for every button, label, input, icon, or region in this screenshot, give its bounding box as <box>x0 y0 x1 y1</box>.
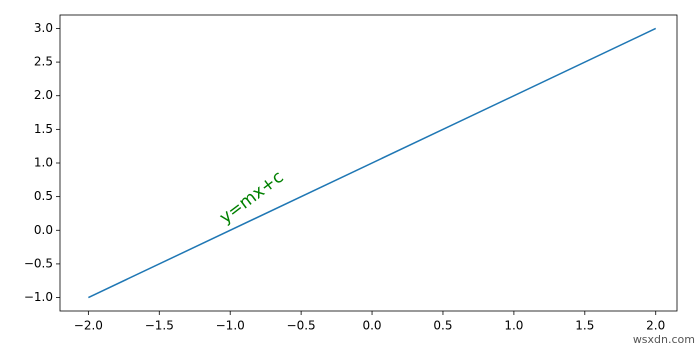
annotation: y=mx+c <box>216 167 288 228</box>
y-tick-label: 0.0 <box>34 223 53 237</box>
watermark: wsxdn.com <box>633 333 695 346</box>
x-tick-label: −2.0 <box>74 319 103 333</box>
y-tick-label: 2.5 <box>34 55 53 69</box>
x-tick-label: 0.0 <box>362 319 381 333</box>
x-tick-label: −0.5 <box>287 319 316 333</box>
y-tick-label: 1.5 <box>34 122 53 136</box>
y-tick-label: 2.0 <box>34 88 53 102</box>
y-tick-label: −1.0 <box>24 290 53 304</box>
y-tick-label: −0.5 <box>24 256 53 270</box>
y-tick-label: 3.0 <box>34 21 53 35</box>
data-line <box>88 27 657 299</box>
y-tick-label: 1.0 <box>34 156 53 170</box>
x-tick-label: 1.5 <box>575 319 594 333</box>
x-tick-label: 1.0 <box>504 319 523 333</box>
x-tick-label: 0.5 <box>433 319 452 333</box>
x-tick-label: −1.0 <box>216 319 245 333</box>
x-tick-label: 2.0 <box>646 319 665 333</box>
y-tick-label: 0.5 <box>34 189 53 203</box>
x-tick-label: −1.5 <box>145 319 174 333</box>
